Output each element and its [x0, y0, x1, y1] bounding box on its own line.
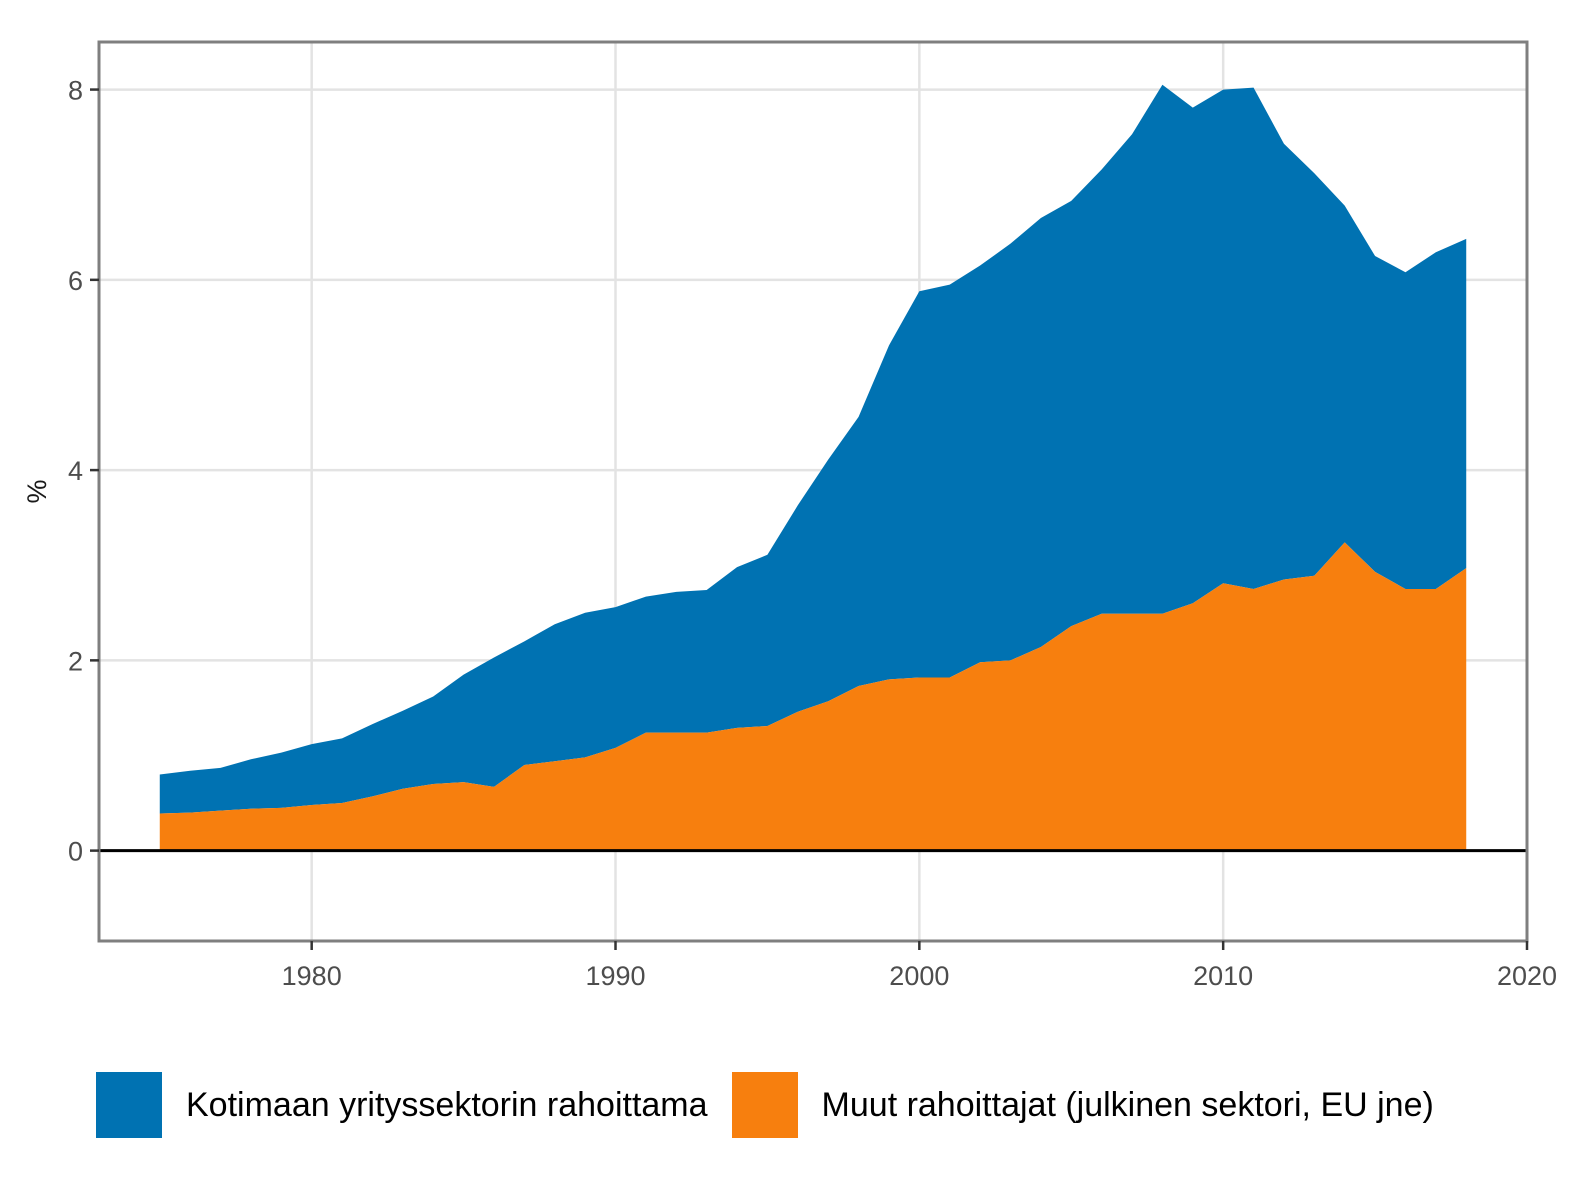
x-tick-label: 2000	[889, 961, 949, 991]
y-tick-label: 8	[68, 76, 83, 106]
y-tick-label: 0	[68, 837, 83, 867]
x-tick-label: 2010	[1193, 961, 1253, 991]
legend-item-other-funders: Muut rahoittajat (julkinen sektori, EU j…	[731, 1072, 1434, 1138]
y-tick-label: 2	[68, 646, 83, 676]
area-domestic-business	[159, 84, 1467, 814]
stacked-areas	[159, 84, 1467, 851]
x-tick-label: 2020	[1497, 961, 1557, 991]
area-chart: 0 2 4 6 8 1980 1990 2000 2010 2020 %	[22, 40, 1557, 991]
y-axis-label: %	[22, 479, 52, 503]
y-tick-label: 6	[68, 266, 83, 296]
legend-key-other-funders	[731, 1072, 798, 1138]
legend: Kotimaan yrityssektorin rahoittama Muut …	[96, 1072, 1458, 1138]
legend-key-domestic-business	[96, 1072, 162, 1138]
x-tick-label: 1990	[585, 961, 645, 991]
plot-border	[97, 40, 1529, 943]
x-axis: 1980 1990 2000 2010 2020	[282, 941, 1557, 991]
area-other-funders	[159, 542, 1467, 851]
x-tick-label: 1980	[282, 961, 342, 991]
legend-label-other-funders: Muut rahoittajat (julkinen sektori, EU j…	[821, 1085, 1434, 1124]
y-tick-label: 4	[68, 456, 83, 486]
y-axis: 0 2 4 6 8	[68, 76, 99, 867]
legend-label-domestic-business: Kotimaan yrityssektorin rahoittama	[186, 1085, 708, 1124]
legend-item-domestic-business: Kotimaan yrityssektorin rahoittama	[96, 1072, 708, 1138]
